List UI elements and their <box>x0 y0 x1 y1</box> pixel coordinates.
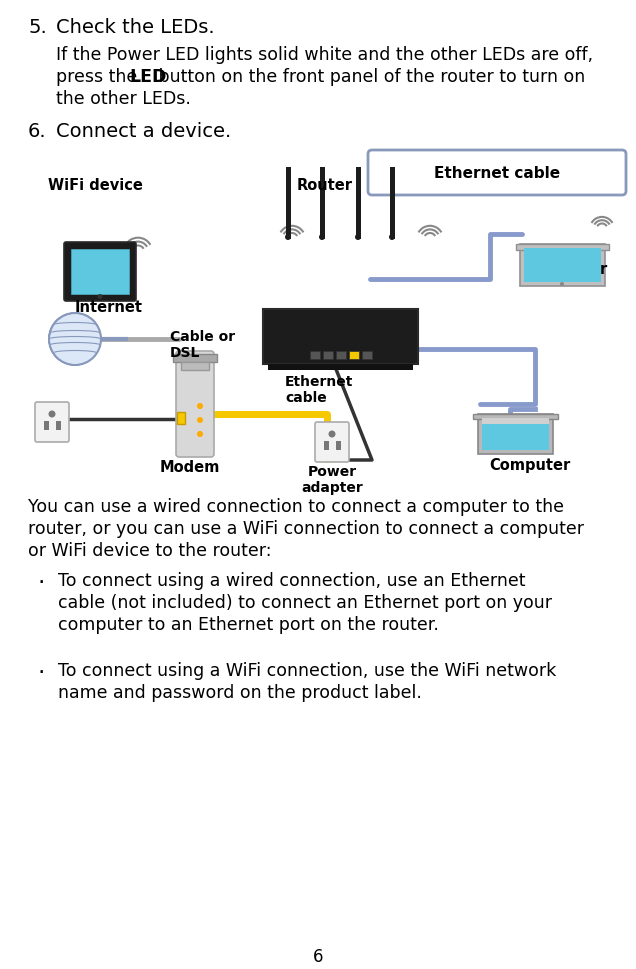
FancyBboxPatch shape <box>516 245 609 251</box>
FancyBboxPatch shape <box>315 422 349 462</box>
Circle shape <box>49 314 101 365</box>
Bar <box>336 442 340 451</box>
Bar <box>55 422 60 430</box>
FancyBboxPatch shape <box>35 402 69 443</box>
Text: computer to an Ethernet port on the router.: computer to an Ethernet port on the rout… <box>58 615 439 634</box>
Circle shape <box>329 431 336 438</box>
FancyBboxPatch shape <box>478 415 553 454</box>
Text: Check the LEDs.: Check the LEDs. <box>56 18 214 37</box>
Circle shape <box>197 431 203 438</box>
Text: the other LEDs.: the other LEDs. <box>56 90 191 108</box>
Text: WiFi device: WiFi device <box>48 178 142 193</box>
Bar <box>323 352 333 359</box>
Text: Router: Router <box>297 178 353 193</box>
Bar <box>336 352 346 359</box>
Bar <box>71 250 129 295</box>
Text: To connect using a WiFi connection, use the WiFi network: To connect using a WiFi connection, use … <box>58 661 556 679</box>
Bar <box>286 168 291 239</box>
Circle shape <box>97 295 102 299</box>
Bar <box>177 413 185 424</box>
Text: Ethernet
cable: Ethernet cable <box>285 375 354 405</box>
Text: Cable or
DSL: Cable or DSL <box>170 329 235 359</box>
Bar <box>310 352 320 359</box>
Text: button on the front panel of the router to turn on: button on the front panel of the router … <box>153 68 585 86</box>
Text: LED: LED <box>129 68 167 86</box>
Circle shape <box>285 234 291 240</box>
Bar <box>481 419 548 424</box>
Bar <box>362 352 372 359</box>
Circle shape <box>197 418 203 423</box>
FancyBboxPatch shape <box>473 415 558 420</box>
Text: You can use a wired connection to connect a computer to the: You can use a wired connection to connec… <box>28 497 564 516</box>
FancyBboxPatch shape <box>520 245 604 287</box>
Text: 5.: 5. <box>28 18 47 37</box>
Circle shape <box>319 234 325 240</box>
Text: Computer: Computer <box>527 262 607 277</box>
FancyBboxPatch shape <box>173 355 217 362</box>
Bar <box>481 419 548 451</box>
Text: Computer: Computer <box>489 457 570 473</box>
Bar <box>523 249 600 283</box>
Circle shape <box>355 234 361 240</box>
FancyBboxPatch shape <box>263 310 417 364</box>
Bar <box>349 352 359 359</box>
Text: To connect using a wired connection, use an Ethernet: To connect using a wired connection, use… <box>58 572 525 589</box>
Text: router, or you can use a WiFi connection to connect a computer: router, or you can use a WiFi connection… <box>28 519 584 538</box>
Circle shape <box>389 234 395 240</box>
Circle shape <box>560 283 564 287</box>
Text: Ethernet cable: Ethernet cable <box>434 166 560 181</box>
Circle shape <box>197 403 203 410</box>
FancyBboxPatch shape <box>268 364 413 370</box>
Text: ·: · <box>38 661 45 684</box>
Text: 6: 6 <box>313 947 323 965</box>
Text: Modem: Modem <box>160 459 220 475</box>
Text: 6.: 6. <box>28 122 46 141</box>
Text: name and password on the product label.: name and password on the product label. <box>58 683 422 702</box>
Text: ·: · <box>38 572 45 594</box>
Text: cable (not included) to connect an Ethernet port on your: cable (not included) to connect an Ether… <box>58 593 552 611</box>
FancyBboxPatch shape <box>181 362 209 370</box>
Bar <box>319 168 324 239</box>
Text: press the: press the <box>56 68 142 86</box>
Circle shape <box>48 411 55 418</box>
Bar <box>389 168 394 239</box>
Text: or WiFi device to the router:: or WiFi device to the router: <box>28 542 272 559</box>
Text: If the Power LED lights solid white and the other LEDs are off,: If the Power LED lights solid white and … <box>56 46 593 64</box>
Bar <box>324 442 329 451</box>
FancyBboxPatch shape <box>64 243 136 301</box>
Text: Power
adapter: Power adapter <box>301 464 363 495</box>
Bar <box>356 168 361 239</box>
Text: Internet: Internet <box>75 299 143 315</box>
Bar <box>43 422 48 430</box>
FancyBboxPatch shape <box>176 352 214 457</box>
Text: Connect a device.: Connect a device. <box>56 122 232 141</box>
